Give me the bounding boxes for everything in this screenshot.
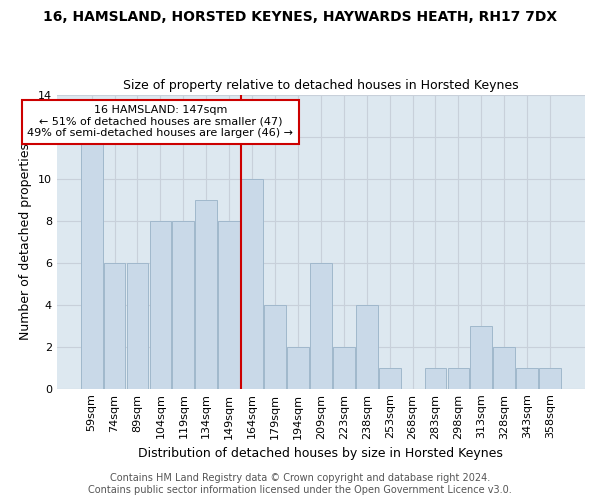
Y-axis label: Number of detached properties: Number of detached properties (19, 143, 32, 340)
Bar (287, 346, 309, 389)
Bar (493, 346, 515, 389)
Bar (149, 220, 172, 388)
Bar (218, 220, 240, 388)
Bar (516, 368, 538, 388)
Bar (379, 368, 401, 388)
Bar (196, 200, 217, 388)
Bar (172, 220, 194, 388)
Text: 16 HAMSLAND: 147sqm
← 51% of detached houses are smaller (47)
49% of semi-detach: 16 HAMSLAND: 147sqm ← 51% of detached ho… (28, 105, 293, 138)
Bar (539, 368, 561, 388)
Bar (310, 262, 332, 388)
X-axis label: Distribution of detached houses by size in Horsted Keynes: Distribution of detached houses by size … (139, 447, 503, 460)
Bar (104, 262, 125, 388)
Text: 16, HAMSLAND, HORSTED KEYNES, HAYWARDS HEATH, RH17 7DX: 16, HAMSLAND, HORSTED KEYNES, HAYWARDS H… (43, 10, 557, 24)
Bar (127, 262, 148, 388)
Bar (333, 346, 355, 389)
Bar (241, 178, 263, 388)
Bar (448, 368, 469, 388)
Bar (356, 304, 377, 388)
Bar (81, 136, 103, 388)
Bar (264, 304, 286, 388)
Bar (425, 368, 446, 388)
Title: Size of property relative to detached houses in Horsted Keynes: Size of property relative to detached ho… (123, 79, 518, 92)
Bar (470, 326, 492, 388)
Text: Contains HM Land Registry data © Crown copyright and database right 2024.
Contai: Contains HM Land Registry data © Crown c… (88, 474, 512, 495)
